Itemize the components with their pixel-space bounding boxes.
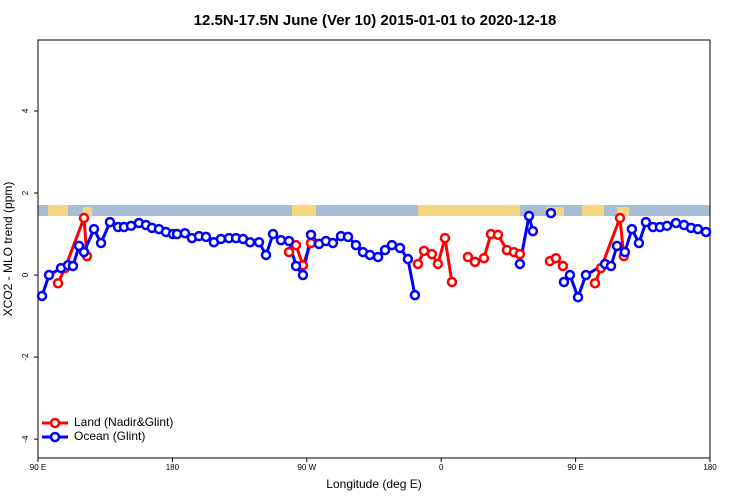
map-strip: [38, 205, 710, 216]
data-point: [514, 258, 526, 270]
data-point: [692, 223, 704, 235]
data-point: [572, 291, 584, 303]
data-point: [589, 278, 601, 289]
data-point: [305, 229, 317, 241]
data-point: [550, 252, 562, 264]
data-point: [545, 207, 557, 219]
data-point: [580, 269, 592, 281]
legend-marker: [49, 431, 61, 443]
data-point: [558, 276, 570, 288]
data-point: [290, 260, 302, 272]
x-tick-label: 90 W: [297, 463, 316, 472]
data-point: [253, 236, 265, 248]
legend-marker: [49, 417, 61, 429]
data-point: [200, 231, 212, 243]
data-point: [267, 228, 279, 240]
data-point: [523, 210, 535, 222]
data-point: [350, 239, 362, 251]
legend-label: Land (Nadir&Glint): [74, 415, 173, 429]
y-tick-label: -2: [21, 353, 30, 361]
x-tick-label: 90 E: [567, 463, 583, 472]
plot-frame: [37, 39, 711, 459]
data-point: [432, 258, 444, 270]
data-point: [36, 290, 48, 302]
data-point: [364, 249, 376, 261]
y-tick-label: 4: [21, 108, 30, 113]
y-tick-label: 2: [21, 190, 30, 195]
data-point: [605, 260, 617, 272]
data-point: [469, 256, 481, 268]
data-point: [386, 239, 398, 251]
x-tick-label: 180: [703, 463, 717, 472]
data-point: [402, 253, 414, 265]
data-point: [297, 269, 309, 281]
data-point: [52, 278, 64, 289]
data-point: [439, 232, 451, 244]
data-point: [244, 236, 256, 248]
data-point: [514, 248, 526, 260]
data-point: [67, 260, 79, 272]
data-point: [700, 226, 712, 238]
data-point: [446, 276, 458, 288]
x-tick-label: 0: [439, 463, 444, 472]
data-point: [412, 258, 424, 270]
data-point: [557, 260, 569, 272]
legend: Land (Nadir&Glint)Ocean (Glint): [42, 415, 173, 443]
data-point: [462, 251, 474, 263]
data-point: [614, 212, 626, 224]
data-point: [88, 223, 100, 235]
data-point: [611, 240, 623, 252]
x-tick-label: 90 E: [30, 463, 46, 472]
data-point: [43, 269, 55, 281]
x-tick-label: 180: [166, 463, 180, 472]
data-point: [379, 244, 391, 256]
data-point: [104, 216, 116, 228]
chart-title: 12.5N-17.5N June (Ver 10) 2015-01-01 to …: [194, 12, 557, 29]
data-point: [394, 242, 406, 254]
data-point: [260, 249, 272, 261]
data-point: [283, 235, 295, 247]
data-point: [78, 246, 90, 258]
data-point: [640, 216, 652, 228]
legend-label: Ocean (Glint): [74, 429, 145, 443]
y-axis-label: XCO2 - MLO trend (ppm): [1, 182, 15, 317]
data-point: [478, 252, 490, 264]
x-axis-label: Longitude (deg E): [326, 477, 421, 491]
data-point: [670, 217, 682, 229]
data-point: [283, 246, 295, 258]
data-point: [342, 231, 354, 243]
data-point: [275, 234, 287, 246]
data-point: [179, 227, 191, 239]
data-point: [633, 237, 645, 249]
data-point: [619, 246, 631, 258]
data-point: [626, 223, 638, 235]
data-point: [305, 237, 317, 249]
data-point: [527, 225, 539, 237]
data-point: [215, 233, 227, 245]
data-point: [426, 248, 438, 260]
data-point: [564, 269, 576, 281]
data-point: [661, 220, 673, 232]
data-point: [492, 229, 504, 241]
data-point: [372, 251, 384, 263]
data-point: [78, 212, 90, 224]
data-point: [327, 237, 339, 249]
data-point: [409, 289, 421, 301]
data-point: [95, 237, 107, 249]
y-tick-label: 0: [21, 272, 30, 277]
y-tick-label: -4: [21, 435, 30, 443]
